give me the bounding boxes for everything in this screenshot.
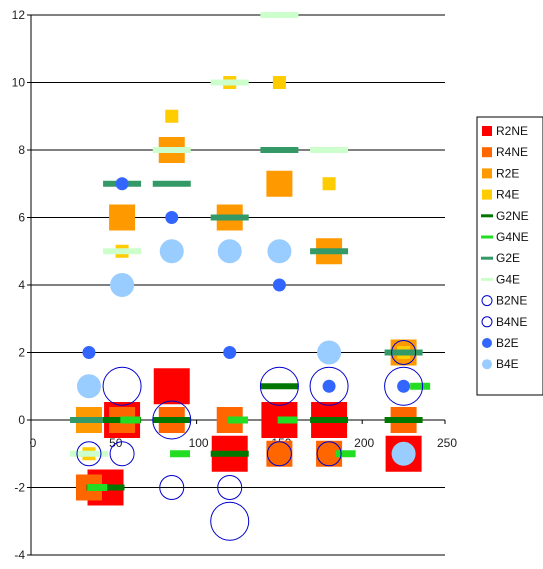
point-b2e [223,346,237,359]
point-g4ne [228,416,248,424]
x-tick-label: 100 [189,436,209,450]
legend: R2NE R4NE R2E R4E G2NE G4NE G2E G4E B2NE B4NE B2E B… [476,116,543,396]
point-g2e [384,349,423,356]
legend-swatch [481,214,493,218]
point-g2e [152,180,191,187]
point-r4ne [266,440,293,467]
point-r4e [272,76,286,89]
point-b4ne [109,441,135,467]
point-b4ne [316,441,342,467]
legend-swatch [481,295,493,307]
legend-label: G2NE [496,209,529,223]
x-tick-label: 250 [437,436,457,450]
y-tick-label: 8 [18,143,25,157]
point-b4e [391,441,416,466]
y-tick-label: 12 [12,8,26,22]
point-b2e [397,379,411,393]
point-b4e [76,374,101,399]
point-r4e [322,177,336,191]
legend-swatch [482,338,492,348]
point-g4e [103,248,142,255]
point-b2ne [152,400,192,440]
y-tick-label: -2 [14,481,25,495]
point-g4ne [120,416,141,424]
point-g4ne [277,416,298,424]
point-b2ne [384,366,424,406]
point-b4e [110,273,135,297]
y-tick-label: 6 [18,211,25,225]
y-tick-label: -4 [14,548,25,562]
legend-label: B4NE [496,315,527,329]
legend-swatch [482,126,492,136]
point-b2e [322,379,336,393]
point-g2e [310,248,349,255]
point-g2ne [260,383,299,390]
y-tick-label: 4 [18,278,25,292]
point-g2ne [310,417,349,423]
point-r2ne [153,368,190,405]
point-b2e [165,211,179,224]
point-b2e [82,346,96,359]
point-b2ne [309,366,349,406]
point-b4ne [391,340,417,365]
point-b4ne [76,441,102,467]
point-b2ne [259,366,299,406]
legend-label: R4NE [496,145,528,159]
point-r2e [109,204,136,231]
legend-swatch [481,235,493,239]
legend-swatch [482,189,492,200]
legend-label: B2NE [496,294,527,308]
legend-box [476,116,543,396]
point-g4e [69,450,108,457]
legend-swatch [481,316,493,328]
y-tick-label: 0 [18,413,25,427]
point-b4ne [159,475,185,500]
point-g4ne [410,382,431,390]
point-b2e [272,278,286,292]
legend-label: G4NE [496,230,529,244]
y-tick-label: 2 [18,346,25,360]
point-g2e [210,214,249,221]
point-b4ne [217,475,243,500]
point-g2e [260,147,299,153]
point-b2ne [102,366,142,406]
legend-swatch [481,256,493,260]
point-b4e [217,239,242,264]
point-g2e [69,417,108,423]
x-tick-label: 0 [30,436,37,450]
y-tick-label: 10 [12,76,26,90]
data-marks [69,12,431,541]
point-g4e [152,147,191,153]
point-g4ne [335,450,356,458]
point-b4e [317,340,342,365]
point-g4e [260,12,299,18]
legend-label: B2E [496,336,519,350]
point-b4e [267,239,292,264]
legend-swatch [481,277,493,281]
point-b4e [159,239,184,264]
legend-label: G4E [496,272,520,286]
legend-swatch [482,168,492,179]
point-g2ne [384,417,423,423]
legend-swatch [482,147,492,158]
x-tick-label: 200 [354,436,374,450]
point-r2e [266,170,293,197]
legend-label: R4E [496,188,519,202]
point-b2e [115,177,129,191]
point-g4e [210,79,249,86]
legend-label: R2NE [496,124,528,138]
point-g2ne [210,450,249,457]
point-g2ne [152,417,191,423]
point-g4e [310,147,349,153]
point-g4ne [87,484,108,491]
legend-label: R2E [496,166,519,180]
legend-label: G2E [496,251,520,265]
point-r4e [165,109,179,123]
point-b2ne [210,501,250,541]
legend-swatch [482,359,492,370]
point-b4ne [266,441,292,467]
legend-label: B4E [496,357,519,371]
point-g4ne [170,450,191,458]
